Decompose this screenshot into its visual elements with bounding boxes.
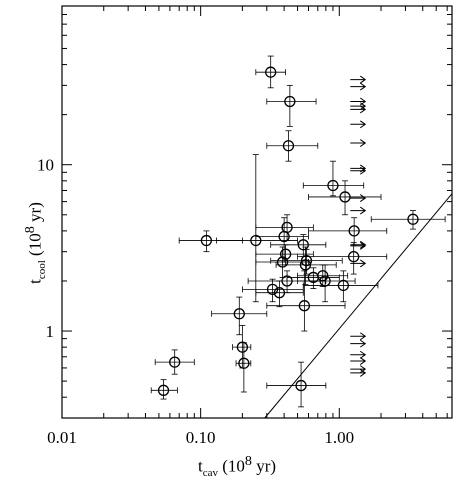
data-point [298, 300, 311, 312]
lower-limit-arrow [350, 139, 367, 147]
y-tick-label: 1 [46, 322, 55, 341]
data-point [266, 283, 279, 296]
data-point [297, 239, 309, 251]
limit-arrows [350, 75, 367, 377]
x-axis-label: tcav (108 yr) [198, 453, 277, 480]
data-point [157, 384, 170, 396]
data-point [327, 179, 339, 192]
data-point [276, 256, 289, 268]
data-point [265, 66, 277, 78]
data-point [284, 95, 296, 108]
data-point [281, 221, 293, 234]
plot-frame [61, 5, 453, 419]
lower-limit-arrow [350, 75, 367, 84]
data-point [300, 254, 313, 267]
x-tick-label: 1.00 [324, 428, 354, 447]
axis-ticks: 0.01 0.10 1.00 1 10 [37, 5, 452, 447]
lower-limit-arrow [350, 97, 367, 106]
data-point [279, 248, 292, 260]
plot-border [61, 5, 453, 419]
lower-limit-arrow [350, 206, 367, 215]
x-tick-label: 0.01 [47, 428, 77, 447]
lower-limit-arrow [350, 105, 367, 114]
x-tick-label: 0.10 [186, 428, 216, 447]
data-point [236, 341, 249, 353]
data-point [348, 225, 360, 237]
data-point [238, 357, 250, 369]
y-axis-label: tcool (108 yr) [21, 202, 48, 284]
data-point [273, 287, 286, 299]
lower-limit-arrow [350, 166, 367, 175]
data-point [319, 275, 331, 287]
data-point [281, 275, 293, 287]
lower-limit-arrow [350, 120, 367, 129]
lower-limit-arrow [350, 240, 367, 249]
y-tick-label: 10 [37, 156, 54, 175]
lower-limit-arrow [350, 365, 367, 374]
data-point [200, 234, 213, 247]
data-point [337, 279, 350, 292]
lower-limit-arrow [350, 369, 367, 377]
lower-limit-arrow [350, 350, 367, 359]
lower-limit-arrow [350, 102, 367, 111]
data-point [339, 191, 351, 203]
data-point [317, 270, 329, 282]
error-bars [150, 55, 446, 408]
data-point [295, 379, 307, 392]
lower-limit-arrow [350, 259, 367, 268]
lower-limit-arrow [350, 357, 367, 365]
data-point [299, 259, 312, 271]
data-points [157, 66, 419, 396]
lower-limit-arrow [350, 82, 367, 91]
data-point [282, 140, 295, 152]
lower-limit-arrow [350, 241, 367, 250]
lower-limit-arrow [350, 194, 367, 202]
data-point [407, 213, 419, 225]
lower-limit-arrow [350, 332, 367, 341]
reference-line [264, 193, 453, 419]
lower-limit-arrow [350, 339, 367, 348]
data-point [250, 234, 262, 247]
data-point [169, 356, 181, 368]
equality-line [264, 193, 453, 419]
data-point [233, 308, 245, 320]
data-point [348, 251, 360, 263]
